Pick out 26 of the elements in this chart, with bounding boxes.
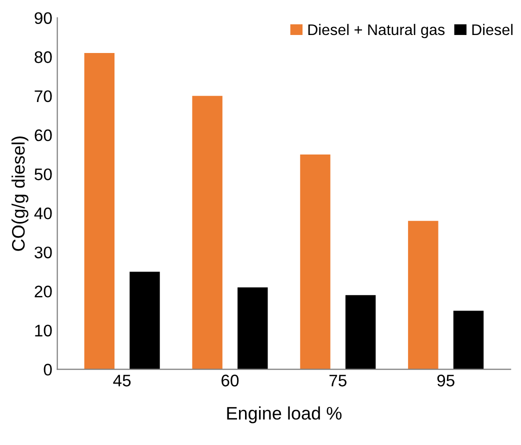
legend-label: Diesel [472,24,513,36]
bar [300,154,330,370]
y-tick-label: 50 [34,168,52,180]
y-tick-label: 90 [34,12,52,24]
bar [408,220,438,370]
bar [84,52,115,370]
y-tick-label: 10 [35,324,52,336]
x-axis-title: Engine load % [227,406,342,424]
y-tick-label: 40 [34,208,52,220]
legend-label: Diesel + Natural gas [308,24,445,38]
y-tick-label: 80 [34,51,52,64]
y-axis-title: CO(g/g diesel) [12,136,28,251]
bar [238,287,268,370]
bar [453,310,484,370]
y-tick-label: 0 [44,364,52,376]
y-tick-label: 20 [34,286,52,298]
x-tick-label: 95 [437,374,454,386]
y-tick-label: 30 [34,246,52,258]
x-tick-label: 75 [329,374,346,386]
bar [130,272,160,370]
bar [345,295,376,370]
y-tick-label: 60 [34,129,52,142]
bar [192,96,222,370]
y-tick-label: 70 [34,90,52,102]
x-tick-label: 60 [222,374,239,386]
x-tick-label: 45 [113,374,131,386]
